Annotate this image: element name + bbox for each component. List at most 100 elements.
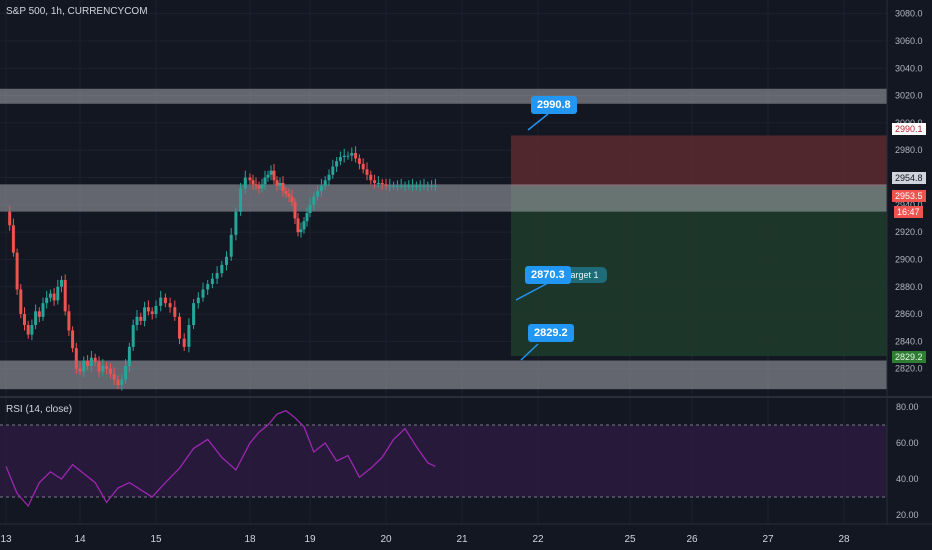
price-zone [0,360,887,390]
candle-body [399,185,403,187]
candle-body [299,229,303,233]
candle-body [225,256,228,265]
time-tick-label: 27 [762,534,774,545]
time-tick-label: 26 [686,534,698,545]
candle-body [293,202,297,219]
candle-body [124,365,128,380]
price-tick-label: 3020.0 [895,91,923,101]
price-tick-label: 2900.0 [895,254,923,264]
candle-body [26,324,30,335]
candle-body [369,174,373,181]
candle-body [327,174,331,181]
price-tick-label: 3000.0 [895,118,923,128]
candle-body [8,211,12,226]
candle-body [234,211,238,235]
rsi-tick-label: 20.00 [896,510,919,520]
candle-body [430,185,434,187]
time-tick-label: 13 [0,534,12,545]
candle-body [392,185,396,187]
time-tick-label: 15 [150,534,162,545]
candle-body [257,185,261,189]
candle-body [266,174,270,178]
target-2-callout[interactable]: 2829.2 [528,324,574,342]
candle-body [290,196,294,203]
time-tick-label: 28 [838,534,850,545]
time-tick-label: 21 [456,534,468,545]
candle-body [67,311,71,331]
candle-body [52,293,56,301]
stop-loss-zone [511,135,887,187]
price-tick-label: 3080.0 [895,9,923,19]
candle-body [342,155,346,158]
candle-body [182,338,186,347]
candle-body [388,185,392,187]
price-tick-label: 2940.0 [895,200,923,210]
candle-body [120,379,124,386]
candle-body [159,297,163,306]
price-tick-label: 2980.0 [895,145,923,155]
candle-body [56,286,60,301]
time-tick-label: 14 [74,534,86,545]
price-tick-label: 2920.0 [895,227,923,237]
price-tick-label: 3060.0 [895,36,923,46]
candle-body [206,284,210,290]
candle-body [163,297,167,304]
candle-body [365,169,369,175]
candle-body [254,184,258,186]
candle-body [243,177,247,189]
candle-body [426,185,430,187]
target-1-callout[interactable]: 2870.3 [525,266,571,284]
candle-body [11,225,15,253]
candle-body [15,252,19,290]
candle-body [63,279,67,312]
candle-body [143,307,147,321]
price-tick-label: 2820.0 [895,364,923,374]
rsi-tick-label: 80.00 [896,402,919,412]
candle-body [192,303,196,325]
candle-body [331,166,335,175]
stop-callout[interactable]: 2990.8 [531,96,577,114]
candle-body [82,360,86,372]
candle-body [60,279,63,287]
time-tick-label: 22 [532,534,544,545]
candle-body [93,357,97,362]
candle-body [395,185,399,187]
target-2-price-tag: 2829.2 [892,351,926,363]
candle-body [116,379,120,386]
candle-body [19,289,23,315]
candle-body [302,221,306,230]
candle-body [34,311,38,325]
candle-body [229,234,233,257]
candle-body [187,324,191,347]
candle-body [201,289,205,298]
time-tick-label: 20 [380,534,392,545]
rsi-band-fill [0,425,887,497]
candle-body [269,170,273,175]
candle-body [101,365,105,372]
candle-body [48,293,52,298]
candle-body [45,297,49,304]
candle-body [112,374,116,380]
candle-body [86,360,90,366]
candle-body [89,357,93,366]
countdown-tag: 16:47 [894,206,923,218]
candle-body [251,180,255,185]
candle-body [78,368,82,372]
price-tick-label: 3040.0 [895,63,923,73]
candle-body [272,170,276,181]
candle-body [127,346,131,366]
candle-body [284,191,288,194]
candle-body [108,368,112,375]
candle-body [422,185,426,187]
candle-body [220,264,224,274]
rsi-line [5,409,436,508]
candle-body [168,303,172,308]
candle-body [23,314,26,325]
candle-body [154,305,158,315]
candle-body [407,185,411,187]
candle-body [260,184,264,189]
candle-body [139,316,143,321]
candle-body [346,155,350,157]
candle-body [278,182,282,186]
